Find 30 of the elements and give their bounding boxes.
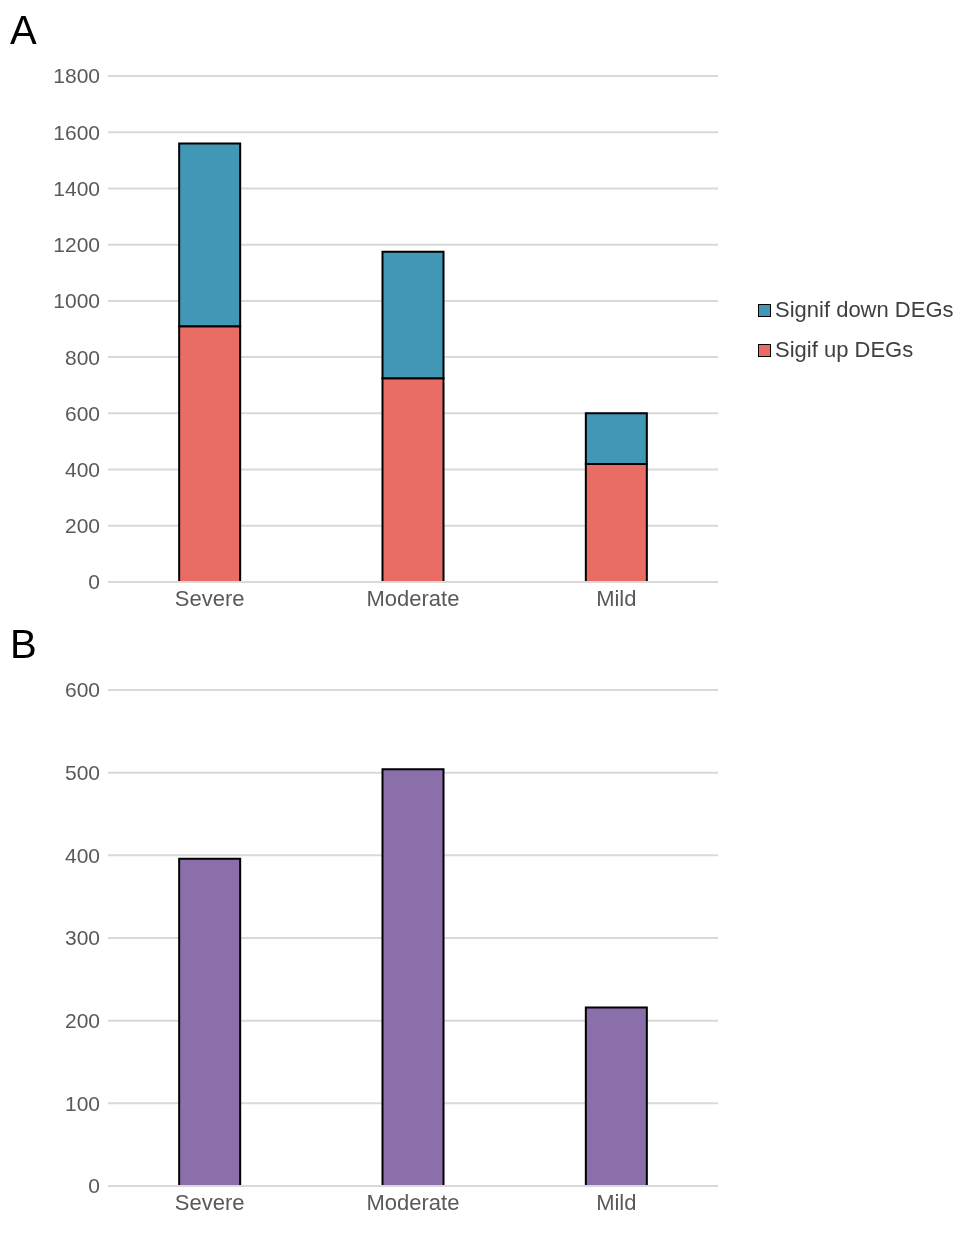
legend-label: Sigif up DEGs <box>775 337 914 363</box>
legend-label: Signif down DEGs <box>775 297 954 323</box>
x-tick-label: Mild <box>596 1189 637 1215</box>
bar <box>381 768 445 1186</box>
y-tick-label: 800 <box>64 345 100 369</box>
y-tick-label: 400 <box>64 843 100 867</box>
bar <box>178 857 242 1186</box>
y-tick-label: 1200 <box>53 233 100 257</box>
chart-title: A <box>10 8 38 52</box>
y-tick-label: 600 <box>64 678 100 702</box>
y-tick-label: 1800 <box>53 64 100 88</box>
y-tick-label: 1600 <box>53 120 100 144</box>
x-tick-label: Moderate <box>366 585 460 611</box>
y-tick-label: 200 <box>64 1009 100 1033</box>
y-tick-label: 500 <box>64 761 100 785</box>
y-tick-label: 0 <box>88 1174 100 1198</box>
y-tick-label: 300 <box>64 926 100 950</box>
x-tick-label: Severe <box>174 585 245 611</box>
y-tick-label: 1000 <box>53 289 100 313</box>
y-tick-label: 0 <box>88 570 100 594</box>
x-tick-label: Mild <box>596 585 637 611</box>
y-tick-label: 200 <box>64 514 100 538</box>
y-tick-label: 400 <box>64 458 100 482</box>
y-tick-label: 600 <box>64 401 100 425</box>
y-tick-label: 100 <box>64 1091 100 1115</box>
bar <box>584 1006 648 1186</box>
x-tick-label: Moderate <box>366 1189 460 1215</box>
x-tick-label: Severe <box>174 1189 245 1215</box>
chart-title: B <box>10 622 38 666</box>
y-tick-label: 1400 <box>53 176 100 200</box>
